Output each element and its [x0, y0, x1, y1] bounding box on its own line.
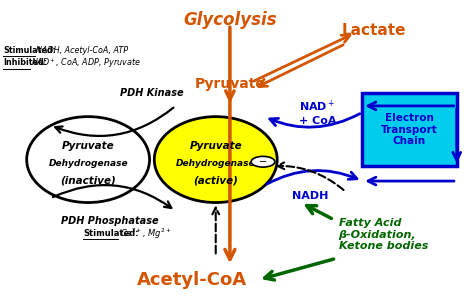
Text: PDH Phosphatase: PDH Phosphatase: [61, 216, 158, 226]
Text: Electron
Transport
Chain: Electron Transport Chain: [381, 113, 438, 146]
Text: (active): (active): [193, 175, 238, 185]
Ellipse shape: [251, 156, 275, 167]
Text: Stimulated:: Stimulated:: [3, 46, 56, 55]
Text: NAD$^+$, CoA, ADP, Pyruvate: NAD$^+$, CoA, ADP, Pyruvate: [31, 56, 141, 70]
Text: Fatty Acid
β-Oxidation,
Ketone bodies: Fatty Acid β-Oxidation, Ketone bodies: [338, 218, 428, 251]
Text: PDH Kinase: PDH Kinase: [120, 88, 184, 98]
Ellipse shape: [155, 117, 277, 203]
Text: Ca$^{2+}$, Mg$^{2+}$: Ca$^{2+}$, Mg$^{2+}$: [120, 226, 171, 241]
Text: Acetyl-CoA: Acetyl-CoA: [137, 271, 247, 289]
Text: Pyruvate: Pyruvate: [194, 77, 265, 92]
Text: Stimulated:: Stimulated:: [83, 229, 139, 238]
Text: Dehydrogenase: Dehydrogenase: [176, 159, 255, 168]
FancyBboxPatch shape: [362, 93, 457, 166]
Text: (inactive): (inactive): [60, 175, 116, 185]
Text: −: −: [259, 157, 267, 167]
Ellipse shape: [27, 117, 150, 203]
Text: Pyruvate: Pyruvate: [190, 141, 242, 151]
Text: NAD$^+$: NAD$^+$: [299, 98, 336, 114]
Text: Pyruvate: Pyruvate: [62, 141, 114, 151]
Text: Inhibited:: Inhibited:: [3, 59, 47, 67]
Text: Dehydrogenase: Dehydrogenase: [48, 159, 128, 168]
Text: + CoA: + CoA: [299, 116, 336, 126]
Text: NADH, Acetyl-CoA, ATP: NADH, Acetyl-CoA, ATP: [36, 46, 128, 55]
Text: Lactate: Lactate: [342, 23, 406, 38]
Text: NADH: NADH: [292, 191, 328, 201]
Text: Glycolysis: Glycolysis: [183, 11, 277, 29]
